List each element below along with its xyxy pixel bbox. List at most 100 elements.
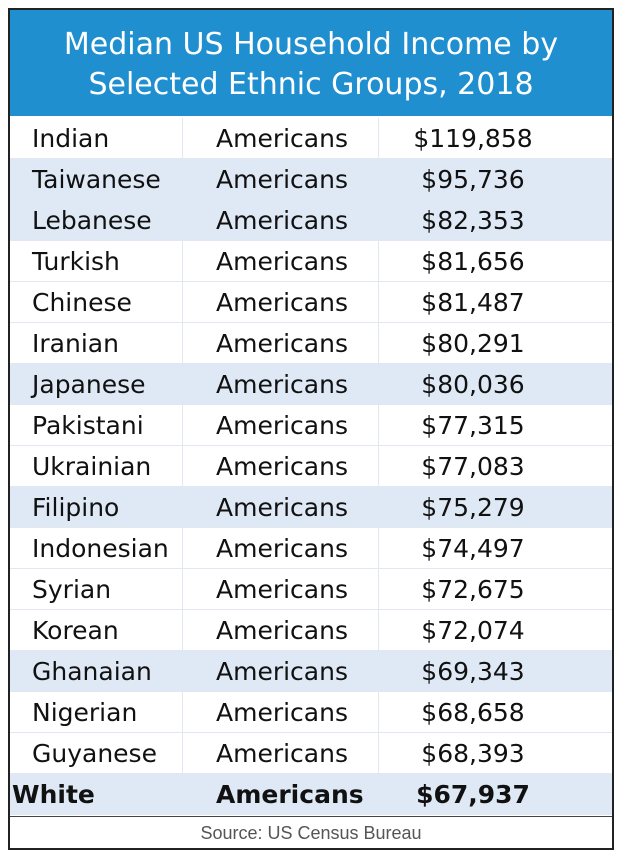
column-divider — [182, 364, 183, 405]
income-cell: $119,858 — [413, 124, 533, 153]
table-header: Median US Household Income by Selected E… — [10, 10, 612, 116]
ethnic-group-cell: Pakistani — [32, 411, 144, 440]
income-cell: $69,343 — [421, 657, 525, 686]
source-note: Source: US Census Bureau — [10, 816, 612, 849]
column-divider — [182, 405, 183, 446]
column-divider — [378, 528, 379, 569]
americans-cell: Americans — [216, 206, 348, 235]
income-table: Indian Americans $119,858 Taiwanese American… — [10, 118, 612, 815]
column-divider — [182, 323, 183, 364]
column-divider — [182, 118, 183, 159]
ethnic-group-cell: Ukrainian — [32, 452, 152, 481]
income-cell: $75,279 — [421, 493, 525, 522]
income-cell: $77,083 — [421, 452, 525, 481]
income-cell: $80,036 — [421, 370, 525, 399]
column-divider — [378, 159, 379, 200]
column-divider — [182, 774, 183, 815]
table-row: Indian Americans $119,858 — [10, 118, 612, 159]
column-divider — [378, 118, 379, 159]
column-divider — [378, 692, 379, 733]
column-divider — [378, 446, 379, 487]
column-divider — [378, 569, 379, 610]
table-row: Korean Americans $72,074 — [10, 610, 612, 651]
column-divider — [378, 774, 379, 815]
column-divider — [378, 241, 379, 282]
column-divider — [182, 446, 183, 487]
table-row: Iranian Americans $80,291 — [10, 323, 612, 364]
income-cell: $72,675 — [421, 575, 525, 604]
ethnic-group-cell: White — [12, 780, 95, 809]
column-divider — [378, 364, 379, 405]
column-divider — [182, 733, 183, 774]
ethnic-group-cell: Lebanese — [32, 206, 152, 235]
table-row: Nigerian Americans $68,658 — [10, 692, 612, 733]
income-cell: $81,487 — [421, 288, 525, 317]
column-divider — [182, 282, 183, 323]
table-row: Turkish Americans $81,656 — [10, 241, 612, 282]
americans-cell: Americans — [216, 370, 348, 399]
ethnic-group-cell: Turkish — [32, 247, 120, 276]
column-divider — [182, 159, 183, 200]
americans-cell: Americans — [216, 657, 348, 686]
column-divider — [182, 200, 183, 241]
income-cell: $77,315 — [421, 411, 525, 440]
americans-cell: Americans — [216, 411, 348, 440]
americans-cell: Americans — [216, 575, 348, 604]
column-divider — [378, 487, 379, 528]
ethnic-group-cell: Korean — [32, 616, 119, 645]
americans-cell: Americans — [216, 534, 348, 563]
column-divider — [182, 528, 183, 569]
table-row: Filipino Americans $75,279 — [10, 487, 612, 528]
americans-cell: Americans — [216, 124, 348, 153]
column-divider — [182, 241, 183, 282]
americans-cell: Americans — [216, 698, 348, 727]
income-cell: $82,353 — [421, 206, 525, 235]
table-row: Ghanaian Americans $69,343 — [10, 651, 612, 692]
table-row: Pakistani Americans $77,315 — [10, 405, 612, 446]
income-cell: $67,937 — [416, 780, 530, 809]
ethnic-group-cell: Chinese — [32, 288, 132, 317]
table-row: Japanese Americans $80,036 — [10, 364, 612, 405]
americans-cell: Americans — [216, 780, 364, 809]
ethnic-group-cell: Taiwanese — [32, 165, 161, 194]
column-divider — [378, 733, 379, 774]
column-divider — [182, 487, 183, 528]
income-cell: $68,393 — [421, 739, 525, 768]
table-row: Guyanese Americans $68,393 — [10, 733, 612, 774]
table-row: Chinese Americans $81,487 — [10, 282, 612, 323]
column-divider — [182, 610, 183, 651]
americans-cell: Americans — [216, 493, 348, 522]
income-cell: $95,736 — [421, 165, 525, 194]
ethnic-group-cell: Ghanaian — [32, 657, 152, 686]
column-divider — [182, 569, 183, 610]
income-cell: $68,658 — [421, 698, 525, 727]
table-row: White Americans $67,937 — [10, 774, 612, 815]
americans-cell: Americans — [216, 616, 348, 645]
column-divider — [182, 651, 183, 692]
column-divider — [378, 610, 379, 651]
americans-cell: Americans — [216, 288, 348, 317]
ethnic-group-cell: Filipino — [32, 493, 120, 522]
table-frame: Median US Household Income by Selected E… — [8, 8, 614, 850]
americans-cell: Americans — [216, 247, 348, 276]
americans-cell: Americans — [216, 452, 348, 481]
column-divider — [378, 651, 379, 692]
chart-title: Median US Household Income by Selected E… — [63, 27, 559, 102]
table-row: Ukrainian Americans $77,083 — [10, 446, 612, 487]
ethnic-group-cell: Guyanese — [32, 739, 157, 768]
ethnic-group-cell: Indonesian — [32, 534, 169, 563]
table-row: Syrian Americans $72,675 — [10, 569, 612, 610]
column-divider — [378, 323, 379, 364]
americans-cell: Americans — [216, 329, 348, 358]
ethnic-group-cell: Nigerian — [32, 698, 138, 727]
income-cell: $81,656 — [421, 247, 525, 276]
column-divider — [182, 692, 183, 733]
income-cell: $72,074 — [421, 616, 525, 645]
ethnic-group-cell: Syrian — [32, 575, 112, 604]
table-row: Taiwanese Americans $95,736 — [10, 159, 612, 200]
ethnic-group-cell: Iranian — [32, 329, 119, 358]
americans-cell: Americans — [216, 165, 348, 194]
column-divider — [378, 405, 379, 446]
americans-cell: Americans — [216, 739, 348, 768]
table-row: Indonesian Americans $74,497 — [10, 528, 612, 569]
